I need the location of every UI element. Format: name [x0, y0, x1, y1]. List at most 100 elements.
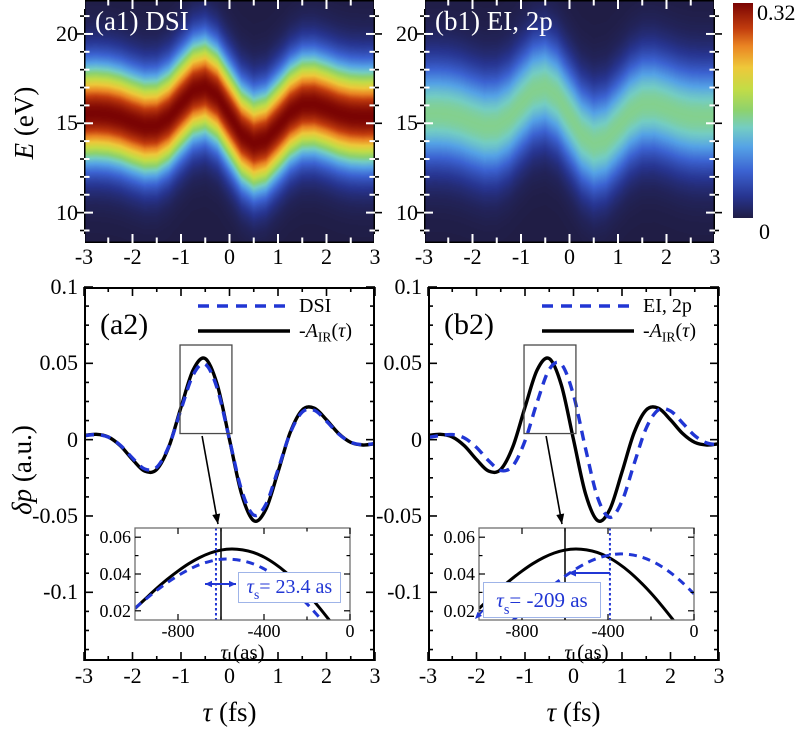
- x-tick-label: -3: [74, 244, 94, 269]
- text-part: τ: [564, 640, 572, 664]
- x-tick-label: -1: [171, 244, 191, 269]
- y-tick-label: 0: [411, 426, 422, 452]
- text-part: ): [689, 320, 696, 342]
- shift-corner-arrow-head: [475, 611, 482, 619]
- x-tick-label: 3: [713, 663, 725, 688]
- zoom-pointer-arrow: [201, 435, 219, 525]
- y-tick-label: 0.05: [39, 350, 79, 376]
- x-tick-label: 2: [321, 244, 332, 269]
- text-part: τ: [338, 320, 346, 342]
- x-tick-label: 2: [665, 663, 676, 688]
- text-part: (as): [227, 640, 265, 664]
- legend-label-solid: -AIR(τ): [299, 320, 352, 348]
- x-tick-label: -2: [463, 244, 482, 269]
- text-part: ): [345, 320, 352, 342]
- text-part: (fs): [212, 697, 257, 727]
- text-part: s: [503, 601, 510, 618]
- x-tick-label: -1: [515, 663, 535, 688]
- panel-a1-title: (a1) DSI: [95, 6, 189, 36]
- text-part: τ: [682, 320, 690, 342]
- x-tick-label: 0: [568, 663, 579, 688]
- zoom-pointer-arrow: [545, 435, 563, 525]
- text-part: -: [299, 320, 306, 342]
- x-tick-label: 3: [369, 663, 381, 688]
- text-part: -: [643, 320, 650, 342]
- y-tick-label: -0.1: [43, 579, 78, 605]
- inset-x-axis-title: τ (as): [517, 640, 657, 665]
- inset-y-tick-label: 0.04: [443, 564, 476, 584]
- x-tick-label: 1: [272, 244, 284, 269]
- x-tick-label: -3: [418, 663, 438, 688]
- text-part: EI, 2p: [643, 295, 692, 317]
- text-part: A: [649, 320, 662, 342]
- colorbar: [733, 3, 753, 218]
- y-tick-label: 15: [56, 110, 78, 136]
- text-part: E: [9, 142, 39, 160]
- shift-annotation: τs= 23.4 as: [238, 572, 341, 603]
- heatmap-panel-a1: (a1) DSI: [84, 0, 375, 243]
- legend-label-dashed: EI, 2p: [643, 295, 692, 317]
- zoom-pointer-arrow-head: [212, 513, 221, 525]
- x-tick-label: -1: [171, 663, 191, 688]
- y-tick-label: -0.05: [32, 502, 78, 528]
- x-axis-title: τ (fs): [160, 697, 300, 728]
- panel-b1-title: (b1) EI, 2p: [435, 6, 553, 36]
- colorbar-min-label: 0: [759, 219, 770, 244]
- text-part: A: [305, 320, 318, 342]
- text-part: (fs): [556, 697, 601, 727]
- y-tick-label: 0.1: [394, 274, 423, 299]
- text-part: = -209 as: [509, 588, 588, 612]
- x-tick-label: 1: [272, 663, 284, 688]
- text-part: τ: [246, 576, 254, 598]
- legend-label-solid: -AIR(τ): [643, 320, 696, 348]
- inset-x-tick-label: -400: [591, 621, 625, 641]
- inset-y-tick-label: 0.02: [99, 600, 132, 621]
- x-tick-label: 0: [564, 244, 575, 269]
- zoom-box: [179, 344, 233, 435]
- x-tick-label: 3: [369, 244, 381, 269]
- text-part: τ: [220, 640, 228, 664]
- x-tick-label: -2: [123, 663, 142, 688]
- text-part: (: [675, 320, 683, 342]
- x-tick-label: 1: [616, 663, 628, 688]
- x-tick-label: 2: [661, 244, 672, 269]
- text-part: IR: [661, 329, 676, 345]
- shift-arrow-head: [568, 569, 576, 577]
- text-part: τ: [202, 697, 213, 727]
- text-part: (: [331, 320, 339, 342]
- x-tick-label: -1: [511, 244, 531, 269]
- text-part: IR: [317, 329, 332, 345]
- text-part: s: [253, 586, 260, 602]
- y-tick-label: 20: [396, 20, 418, 46]
- y-tick-label: 10: [396, 199, 418, 225]
- inset-x-tick-label: -400: [247, 621, 281, 641]
- text-part: τ: [496, 588, 504, 612]
- colorbar-max-label: 0.32: [757, 0, 796, 25]
- inset-y-tick-label: 0.04: [99, 564, 132, 584]
- heatmap-panel-b1: (b1) EI, 2p: [424, 0, 715, 243]
- y-axis-title-energy: E (eV): [9, 43, 39, 203]
- text-part: τ: [546, 697, 557, 727]
- x-tick-label: 0: [224, 244, 235, 269]
- main-curves: [84, 356, 375, 523]
- inset-x-tick-label: -800: [505, 621, 539, 641]
- x-tick-label: 2: [321, 663, 332, 688]
- legend-label-dashed: DSI: [299, 295, 331, 317]
- y-tick-label: 0: [67, 426, 78, 452]
- x-tick-label: -3: [74, 663, 94, 688]
- panel-a2-title: (a2): [100, 308, 149, 341]
- inset-y-tick-label: 0.06: [443, 527, 476, 548]
- curve-a-ir: [84, 356, 375, 523]
- y-tick-label: 0.05: [383, 350, 423, 376]
- text-part: = 23.4 as: [259, 576, 333, 598]
- inset-y-tick-label: 0.06: [99, 527, 132, 548]
- y-tick-label: 0.1: [50, 274, 79, 299]
- x-tick-label: -2: [123, 244, 142, 269]
- inset-x-tick-label: 0: [689, 621, 699, 641]
- y-tick-label: -0.1: [387, 579, 422, 605]
- curve-ei-2p: [428, 360, 719, 520]
- text-part: (as): [571, 640, 609, 664]
- inset-x-axis-title: τ (as): [173, 640, 313, 665]
- shift-arrow-head-right: [229, 580, 236, 588]
